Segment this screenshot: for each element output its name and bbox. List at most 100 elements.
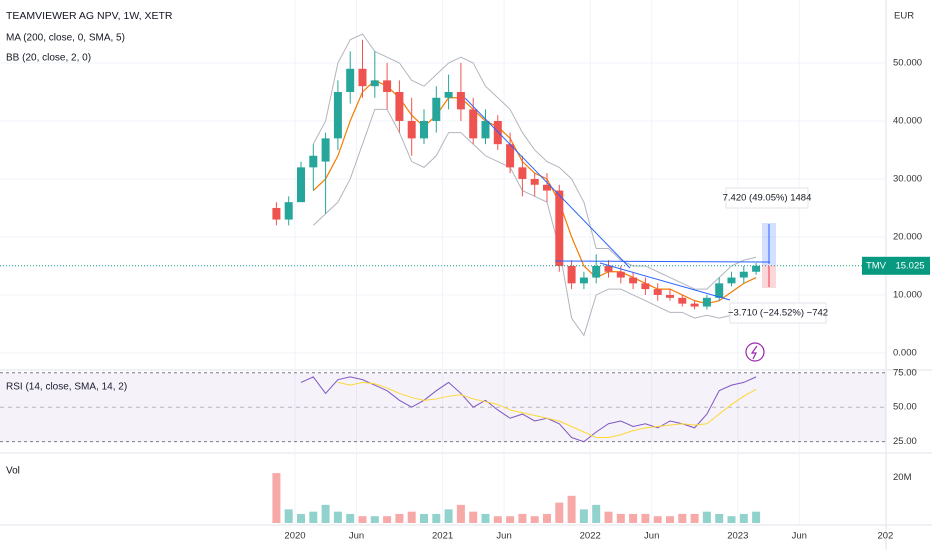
y-tick-label: 20.000 <box>893 231 922 242</box>
volume-bar <box>555 502 564 523</box>
candle-body <box>333 91 342 139</box>
y-tick-label: 30.000 <box>893 173 922 184</box>
volume-bar <box>506 516 515 523</box>
x-tick-label: 2020 <box>284 531 305 542</box>
event-icon[interactable] <box>745 342 765 362</box>
volume-bar <box>690 513 699 523</box>
volume-bar <box>518 513 527 523</box>
candle-body <box>358 68 367 87</box>
chart-title: TEAMVIEWER AG NPV, 1W, XETR <box>6 10 173 22</box>
trend-line <box>464 97 631 269</box>
volume-bar <box>579 509 588 523</box>
event-icon-bolt <box>750 345 758 360</box>
volume-bar <box>432 513 441 523</box>
candle-body <box>284 202 293 220</box>
annotation-box <box>729 302 827 324</box>
candle-body <box>739 271 748 278</box>
overlay-legend: MA (200, close, 0, SMA, 5) <box>6 33 125 44</box>
price-label: 15.025 <box>895 260 924 271</box>
symbol: TMV <box>866 260 887 271</box>
x-tick-label: Jun <box>496 531 511 542</box>
candle-body <box>321 138 330 162</box>
y-tick-label: 20M <box>893 472 912 483</box>
price-badge <box>890 256 930 275</box>
candle-body <box>555 190 564 266</box>
drawings: 7.420 (49.05%) 1484 −3.710 (−24.52%) −74… <box>464 97 828 362</box>
bb-upper <box>312 33 757 290</box>
candle-body <box>678 297 687 304</box>
candle-body <box>604 265 613 272</box>
volume-bar <box>727 516 736 523</box>
annotation: 7.420 (49.05%) 1484 <box>723 193 812 204</box>
volume-bar <box>321 504 330 523</box>
candle-body <box>407 120 416 139</box>
volume-bar <box>309 511 318 523</box>
volume-bar <box>333 511 342 523</box>
volume-bar <box>358 516 367 523</box>
x-tick-label: Jun <box>644 531 659 542</box>
candle-body <box>752 265 761 272</box>
y-tick-label: 10.000 <box>893 289 922 300</box>
volume-bar <box>653 516 662 523</box>
rsi-line <box>337 381 757 439</box>
annotation-box <box>725 187 809 209</box>
candle-body <box>370 80 379 87</box>
trend-line <box>599 262 731 301</box>
y-tick-label: 0.000 <box>893 347 917 358</box>
volume-bar <box>272 473 281 523</box>
x-tick-label: 2022 <box>580 531 601 542</box>
candle-body <box>506 144 515 168</box>
candle-body <box>653 289 662 295</box>
x-tick-label: 2021 <box>432 531 453 542</box>
candle-body <box>469 109 478 139</box>
candle-body <box>420 120 428 139</box>
candle-body <box>616 271 625 278</box>
candle-body <box>432 97 441 121</box>
volume-bar <box>567 495 576 523</box>
volume-bar <box>297 513 305 523</box>
symbol-badge <box>862 256 890 275</box>
candle-body <box>666 294 674 298</box>
volume-bar <box>456 504 465 523</box>
volume-bar <box>604 511 613 523</box>
candle-body <box>530 178 539 185</box>
candle-body <box>383 80 392 92</box>
candle-body <box>715 283 724 298</box>
candle-body <box>702 297 711 307</box>
volume-bar <box>420 513 428 523</box>
volume-bar <box>739 513 748 523</box>
x-tick-label: Jun <box>792 531 807 542</box>
candle-body <box>493 120 502 145</box>
x-tick-label: Jun <box>349 531 364 542</box>
x-tick-label: 202 <box>877 531 893 542</box>
volume-bar <box>469 511 478 523</box>
candle-body <box>592 265 601 278</box>
candle-body <box>629 277 638 284</box>
volume-bar <box>752 511 761 523</box>
candle-body <box>481 120 490 139</box>
candle-body <box>395 91 404 121</box>
candle-body <box>567 265 576 284</box>
vol-title: Vol <box>6 466 20 477</box>
y-tick-label: 40.000 <box>893 115 922 126</box>
candle-body <box>346 68 355 92</box>
volume-bar <box>678 513 687 523</box>
volume-bar <box>715 513 724 523</box>
volume-bar <box>444 509 453 523</box>
candle-body <box>444 91 453 98</box>
volume-bar <box>481 513 490 523</box>
trend-line <box>554 260 771 263</box>
candle-body <box>297 167 305 203</box>
volume-bar <box>383 516 392 523</box>
volume-bar <box>370 516 379 523</box>
candle-body <box>690 303 699 307</box>
volume-bar <box>629 513 638 523</box>
volume-bar <box>666 516 674 523</box>
volume-bar <box>284 509 293 523</box>
candle-body <box>272 207 281 220</box>
volume-bar <box>641 513 650 523</box>
candle-body <box>727 277 736 284</box>
volume-bar <box>493 516 502 523</box>
